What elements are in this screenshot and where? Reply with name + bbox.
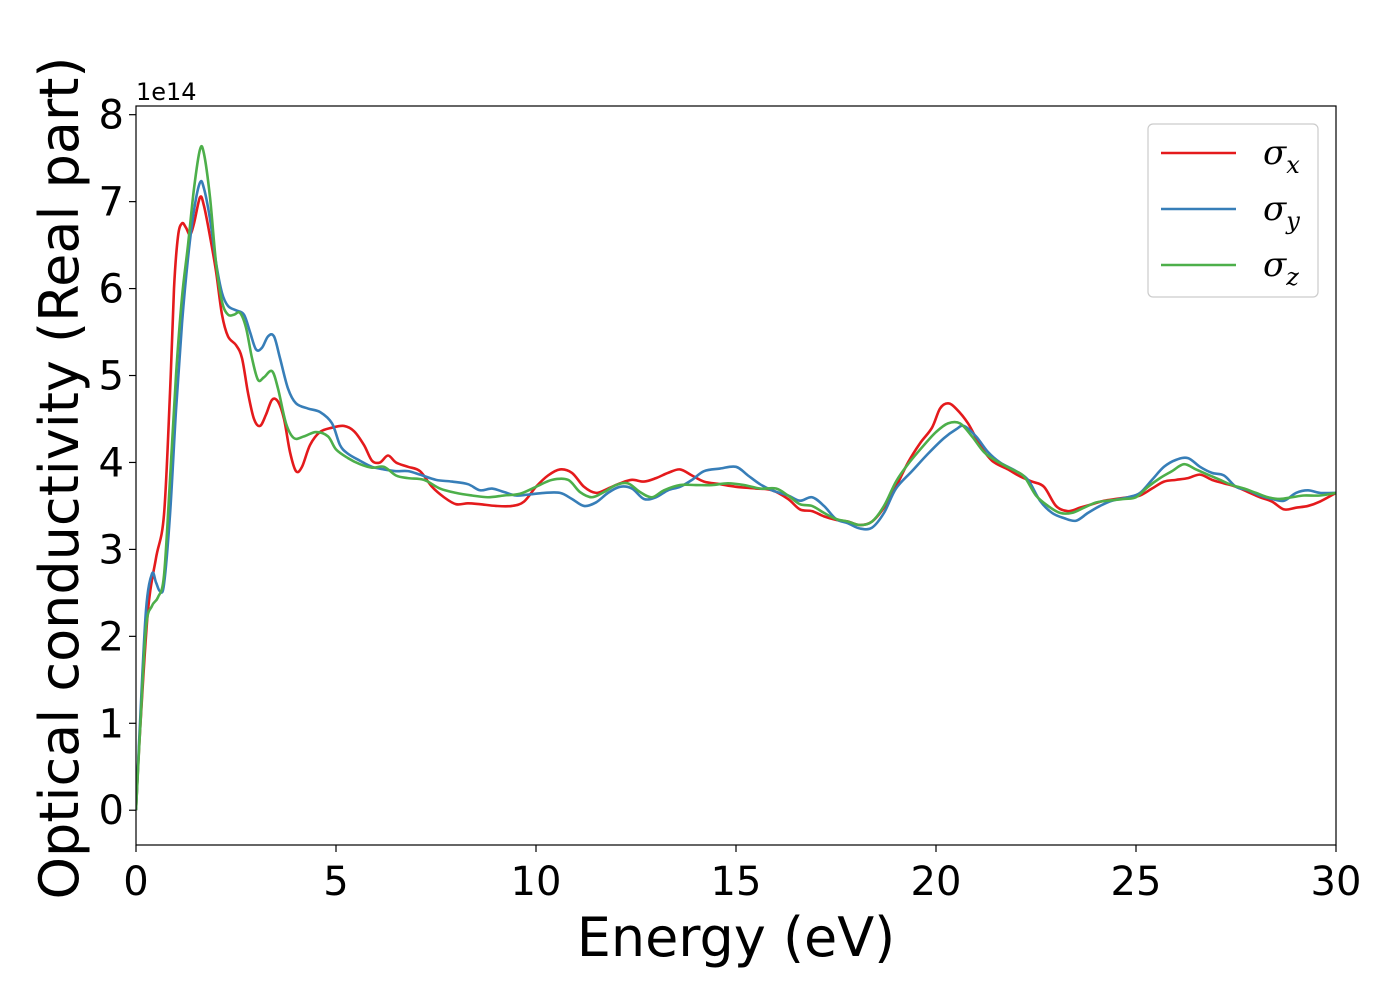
y-offset-label: 1e14 — [136, 78, 197, 106]
y-tick-label: 4 — [99, 440, 124, 486]
legend-label-z: σz — [1263, 245, 1299, 291]
y-tick-label: 2 — [99, 614, 124, 660]
ticks-layer: 0 5 10 15 20 25 30 0 1 2 3 4 5 6 7 8 — [99, 93, 1362, 905]
legend-label-x: σx — [1263, 133, 1300, 179]
legend-box — [1147, 123, 1319, 298]
x-tick-label: 10 — [511, 859, 562, 905]
x-tick-label: 15 — [711, 859, 762, 905]
x-axis-label: Energy (eV) — [577, 906, 896, 969]
x-tick-label: 5 — [323, 859, 348, 905]
y-axis-label: Optical conductivity (Real part) — [28, 57, 91, 900]
legend: σx σy σz — [1147, 123, 1319, 298]
y-tick-label: 8 — [99, 93, 124, 139]
legend-label-y: σy — [1263, 189, 1300, 235]
x-tick-label: 20 — [911, 859, 962, 905]
series-line-z — [136, 144, 1336, 811]
y-tick-label: 7 — [99, 180, 124, 226]
x-tick-label: 25 — [1111, 859, 1162, 905]
legend-items: σx σy σz — [1161, 133, 1300, 291]
y-tick-label: 1 — [99, 701, 124, 747]
y-tick-label: 5 — [99, 354, 124, 400]
series-line-y — [136, 179, 1336, 811]
y-tick-label: 6 — [99, 267, 124, 313]
series-layer — [136, 144, 1336, 811]
x-tick-label: 30 — [1311, 859, 1362, 905]
x-tick-label: 0 — [123, 859, 148, 905]
y-tick-label: 3 — [99, 527, 124, 573]
y-tick-label: 0 — [99, 788, 124, 834]
plot-frame — [135, 105, 1337, 846]
